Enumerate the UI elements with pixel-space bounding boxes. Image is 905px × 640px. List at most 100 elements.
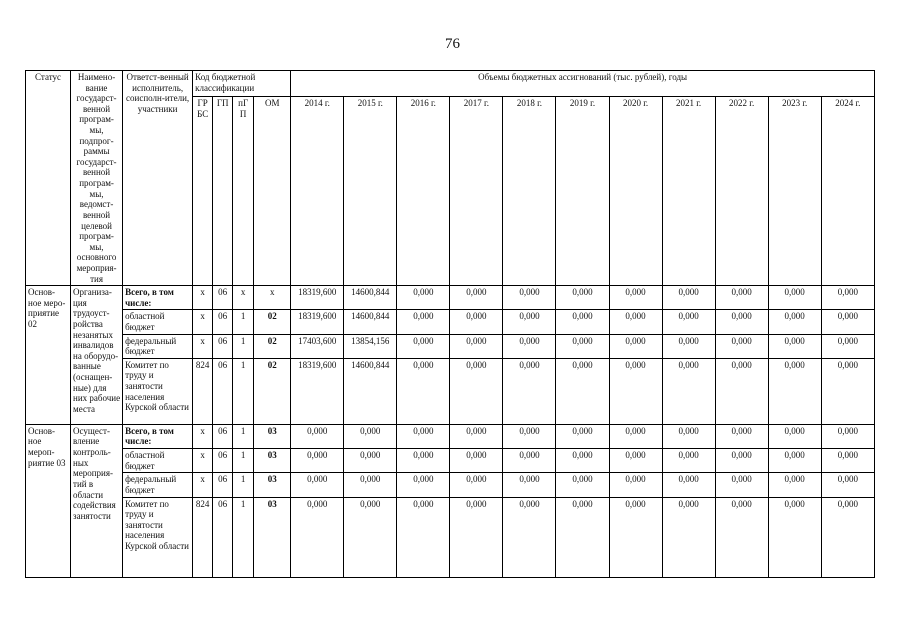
value-cell: 0,000 [555,309,610,335]
executor-cell: Комитет по труду и занятости населения К… [122,496,194,578]
status-cell: Основ-ное мероп-риятие 03 [24,423,72,578]
code-col-header: ГП [212,96,234,287]
budget-code-cell: x [192,333,214,359]
value-cell: 0,000 [555,285,610,311]
year-col-header: 2019 г. [555,96,610,287]
value-cell: 0,000 [449,357,504,425]
code-col-header: ГР БС [192,96,214,287]
budget-code-cell: 06 [212,285,234,311]
value-cell: 0,000 [820,448,876,474]
value-cell: 0,000 [661,333,716,359]
value-cell: 0,000 [449,472,504,498]
executor-cell: федеральный бюджет [122,333,194,359]
value-cell: 0,000 [449,333,504,359]
year-col-header: 2015 г. [343,96,398,287]
value-cell: 0,000 [714,496,769,578]
header-row-1: Статус Наимено-вание государст-венной пр… [24,69,875,287]
value-cell: 0,000 [767,285,822,311]
value-cell: 0,000 [449,309,504,335]
value-cell: 18319,600 [290,309,345,335]
value-cell: 0,000 [714,423,769,450]
col-header-status: Статус [24,69,72,287]
value-cell: 0,000 [661,309,716,335]
value-cell: 0,000 [661,496,716,578]
value-cell: 0,000 [608,423,663,450]
value-cell: 0,000 [555,472,610,498]
value-cell: 0,000 [502,357,557,425]
budget-code-cell: 06 [212,309,234,335]
value-cell: 0,000 [714,357,769,425]
budget-code-cell: 1 [232,333,255,359]
year-col-header: 2014 г. [290,96,345,287]
value-cell: 0,000 [502,448,557,474]
value-cell: 0,000 [608,448,663,474]
value-cell: 0,000 [820,309,876,335]
table-row: Комитет по труду и занятости населения К… [26,357,876,425]
budget-code-cell: 1 [232,357,255,425]
year-col-header: 2024 г. [820,96,876,287]
col-header-volumes: Объемы бюджетных ассигнований (тыс. рубл… [290,69,875,98]
budget-code-cell: 06 [212,472,234,498]
budget-code-cell: 02 [253,309,292,335]
budget-code-cell: x [232,285,255,311]
budget-code-cell: 824 [192,357,214,425]
value-cell: 0,000 [502,472,557,498]
value-cell: 0,000 [555,333,610,359]
value-cell: 0,000 [396,496,451,578]
value-cell: 0,000 [608,496,663,578]
code-col-header: ОМ [253,96,292,287]
value-cell: 0,000 [290,472,345,498]
value-cell: 0,000 [290,496,345,578]
value-cell: 0,000 [555,496,610,578]
budget-code-cell: x [192,472,214,498]
value-cell: 0,000 [767,472,822,498]
code-col-header: пГП [232,96,255,287]
value-cell: 0,000 [661,472,716,498]
budget-allocations-table: Статус Наимено-вание государст-венной пр… [24,69,876,578]
value-cell: 13854,156 [343,333,398,359]
value-cell: 0,000 [767,496,822,578]
page-number: 76 [445,36,460,52]
budget-code-cell: 03 [253,423,292,450]
value-cell: 0,000 [820,357,876,425]
value-cell: 0,000 [555,357,610,425]
program-name-cell: Осущест-вление контроль-ных мероприя-тий… [70,423,124,578]
value-cell: 0,000 [820,285,876,311]
value-cell: 0,000 [820,496,876,578]
budget-code-cell: x [192,423,214,450]
budget-code-cell: 03 [253,448,292,474]
value-cell: 0,000 [502,423,557,450]
year-col-header: 2020 г. [608,96,663,287]
header-row-2: ГР БС ГП пГП ОМ 2014 г. 2015 г. 2016 г. 2017 г.… [26,96,876,287]
budget-code-cell: x [253,285,292,311]
budget-code-cell: 1 [232,448,255,474]
value-cell: 0,000 [396,309,451,335]
status-cell: Основ-ное меро-приятие 02 [24,285,72,425]
value-cell: 0,000 [767,423,822,450]
value-cell: 0,000 [290,423,345,450]
value-cell: 0,000 [396,423,451,450]
budget-code-cell: 824 [192,496,214,578]
budget-code-cell: 02 [253,357,292,425]
value-cell: 0,000 [767,333,822,359]
col-header-executor: Ответст-венный исполнитель, соисполн-ите… [122,69,194,287]
budget-code-cell: 1 [232,309,255,335]
value-cell: 0,000 [714,472,769,498]
value-cell: 0,000 [661,423,716,450]
program-name-cell: Организа-ция трудоуст-ройства незанятых … [70,285,124,425]
value-cell: 0,000 [396,285,451,311]
value-cell: 0,000 [661,357,716,425]
value-cell: 0,000 [608,333,663,359]
value-cell: 0,000 [820,472,876,498]
budget-code-cell: 02 [253,333,292,359]
budget-code-cell: 1 [232,496,255,578]
table-row: Комитет по труду и занятости населения К… [26,496,876,578]
value-cell: 0,000 [396,448,451,474]
value-cell: 0,000 [396,333,451,359]
budget-code-cell: x [192,448,214,474]
value-cell: 0,000 [396,357,451,425]
value-cell: 0,000 [820,423,876,450]
value-cell: 18319,600 [290,285,345,311]
budget-code-cell: x [192,285,214,311]
col-header-budget-code: Код бюджетной классификации [192,69,292,98]
